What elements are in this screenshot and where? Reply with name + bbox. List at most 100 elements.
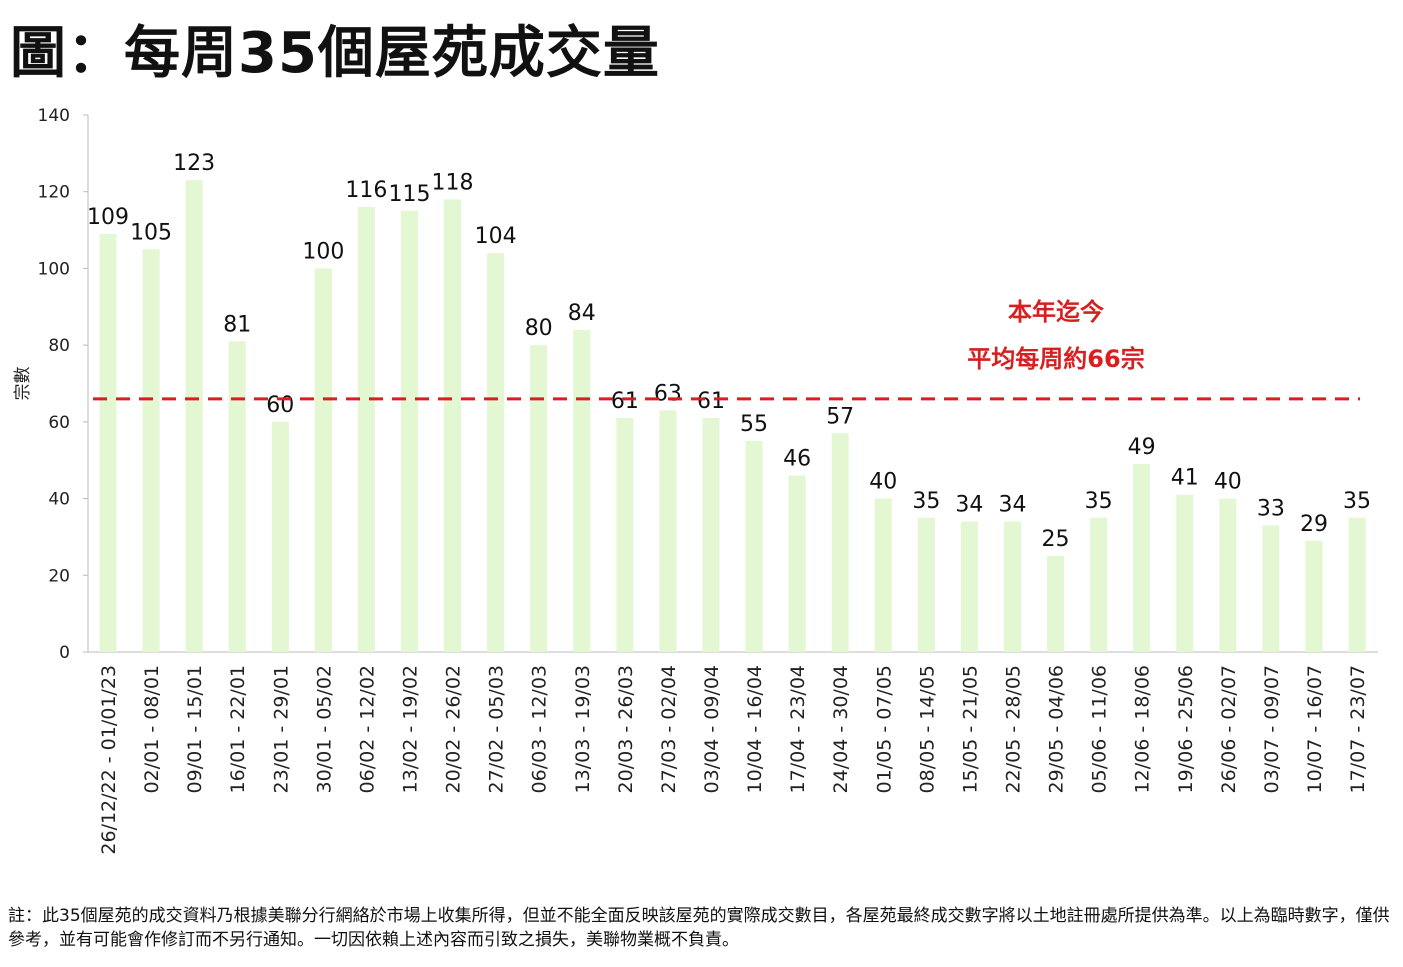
x-tick-label: 01/05 - 07/05 [873, 665, 895, 793]
data-label: 49 [1128, 435, 1156, 460]
bar [444, 199, 462, 652]
bar [874, 498, 892, 652]
data-label: 57 [826, 404, 854, 429]
bar [530, 345, 548, 652]
data-label: 115 [388, 182, 430, 207]
x-tick-label: 17/04 - 23/04 [787, 665, 809, 793]
bar [185, 180, 203, 652]
data-label: 29 [1300, 512, 1328, 537]
data-label: 35 [1343, 489, 1371, 514]
x-tick-label: 03/07 - 09/07 [1261, 665, 1283, 793]
x-tick-label: 19/06 - 25/06 [1175, 665, 1197, 793]
data-label: 100 [302, 239, 344, 264]
data-label: 63 [654, 381, 682, 406]
x-tick-label: 22/05 - 28/05 [1002, 665, 1024, 793]
x-tick-label: 10/07 - 16/07 [1304, 665, 1326, 793]
bar [1090, 517, 1108, 652]
bar [573, 329, 591, 652]
bar [271, 421, 289, 652]
x-tick-label: 03/04 - 09/04 [701, 665, 723, 793]
bar [1047, 556, 1065, 652]
data-label: 41 [1171, 466, 1199, 491]
bar [1133, 464, 1151, 652]
data-label: 61 [697, 389, 725, 414]
y-tick-label: 140 [38, 106, 70, 126]
x-tick-label: 30/01 - 05/02 [313, 665, 335, 793]
x-tick-label: 26/06 - 02/07 [1218, 665, 1240, 793]
y-tick-label: 80 [48, 336, 70, 356]
bar [1003, 521, 1021, 652]
data-label: 35 [1085, 489, 1113, 514]
data-label: 40 [869, 470, 897, 495]
data-label: 60 [266, 393, 294, 418]
data-label: 55 [740, 412, 768, 437]
bar [142, 249, 160, 652]
bar [702, 418, 720, 652]
bar [788, 475, 806, 652]
x-tick-label: 08/05 - 14/05 [916, 665, 938, 793]
average-annotation-line1: 本年迄今 [1008, 298, 1104, 326]
x-tick-label: 06/03 - 12/03 [529, 665, 551, 793]
y-tick-label: 120 [38, 183, 70, 203]
bar [1348, 517, 1366, 652]
bar [1262, 525, 1280, 652]
x-tick-label: 15/05 - 21/05 [959, 665, 981, 793]
data-label: 105 [130, 220, 172, 245]
data-label: 123 [173, 151, 215, 176]
data-label: 84 [568, 301, 596, 326]
bar [1219, 498, 1237, 652]
bar [400, 210, 418, 652]
y-tick-label: 40 [48, 490, 70, 510]
bar [1305, 540, 1323, 652]
data-label: 35 [912, 489, 940, 514]
data-label: 81 [223, 312, 251, 337]
x-tick-label: 05/06 - 11/06 [1089, 665, 1111, 793]
x-tick-label: 27/03 - 02/04 [658, 665, 680, 793]
x-tick-label: 06/02 - 12/02 [356, 665, 378, 793]
data-label: 25 [1042, 527, 1070, 552]
bar [917, 517, 935, 652]
y-tick-label: 0 [59, 643, 70, 663]
bar [960, 521, 978, 652]
data-label: 34 [955, 493, 983, 518]
x-tick-label: 02/01 - 08/01 [141, 665, 163, 793]
y-tick-label: 100 [38, 259, 70, 279]
y-axis-label: 宗數 [13, 367, 33, 401]
x-tick-label: 26/12/22 - 01/01/23 [98, 665, 120, 855]
x-tick-label: 17/07 - 23/07 [1347, 665, 1369, 793]
bar [745, 441, 763, 652]
bar [487, 253, 505, 653]
x-tick-label: 12/06 - 18/06 [1132, 665, 1154, 793]
x-tick-label: 29/05 - 04/06 [1046, 665, 1068, 793]
data-label: 118 [432, 170, 474, 195]
bar [659, 410, 677, 652]
x-tick-label: 09/01 - 15/01 [184, 665, 206, 793]
x-tick-label: 13/02 - 19/02 [399, 665, 421, 793]
bar [357, 207, 375, 653]
x-tick-label: 24/04 - 30/04 [830, 665, 852, 793]
data-label: 104 [475, 224, 517, 249]
bar [616, 418, 634, 652]
x-tick-label: 10/04 - 16/04 [744, 665, 766, 793]
data-label: 80 [525, 316, 553, 341]
data-label: 109 [87, 205, 129, 230]
data-label: 33 [1257, 496, 1285, 521]
x-tick-label: 23/01 - 29/01 [270, 665, 292, 793]
bar [228, 341, 246, 652]
bar [1176, 494, 1194, 652]
x-tick-label: 27/02 - 05/03 [486, 665, 508, 793]
bar [831, 433, 849, 652]
page-title: 圖：每周35個屋苑成交量 [10, 21, 660, 86]
x-tick-label: 20/03 - 26/03 [615, 665, 637, 793]
data-label: 61 [611, 389, 639, 414]
bar [99, 233, 117, 652]
y-tick-label: 60 [48, 413, 70, 433]
x-tick-label: 16/01 - 22/01 [227, 665, 249, 793]
y-tick-label: 20 [48, 566, 70, 586]
data-label: 116 [345, 178, 387, 203]
bar [314, 268, 332, 652]
x-tick-label: 13/03 - 19/03 [572, 665, 594, 793]
x-tick-label: 20/02 - 26/02 [443, 665, 465, 793]
footnote: 註：此35個屋苑的成交資料乃根據美聯分行網絡於市場上收集所得，但並不能全面反映該… [8, 906, 1390, 950]
